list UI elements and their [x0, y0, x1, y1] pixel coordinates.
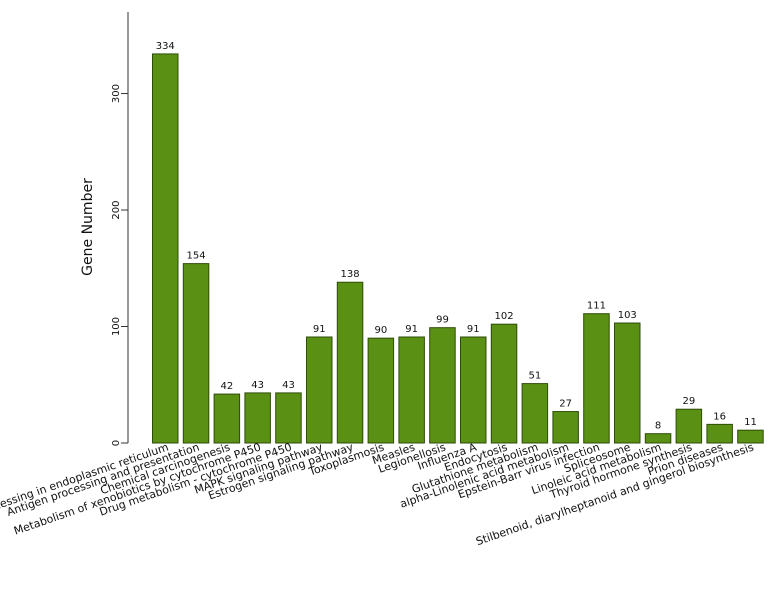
bar-value-label: 11 [744, 417, 757, 428]
bar-value-label: 154 [187, 251, 206, 262]
bar [213, 393, 241, 444]
bar [521, 383, 549, 444]
bar-value-label: 8 [655, 421, 661, 432]
bar-value-label: 111 [587, 301, 606, 312]
bar-value-label: 99 [436, 315, 449, 326]
y-tick-label: 100 [111, 317, 122, 336]
bar-value-label: 103 [618, 310, 637, 321]
bar [737, 429, 764, 444]
bar [460, 336, 487, 444]
bar-value-label: 91 [405, 324, 418, 335]
bar [367, 337, 395, 444]
bar [490, 323, 518, 444]
bar-value-label: 29 [682, 396, 695, 407]
bar-value-label: 91 [313, 324, 326, 335]
bar [244, 392, 271, 444]
bar [398, 336, 425, 444]
bar-value-label: 43 [251, 380, 264, 391]
bar [336, 281, 364, 444]
bar [644, 433, 672, 444]
bar [552, 411, 579, 444]
bar-value-label: 138 [341, 269, 360, 280]
y-tick-label: 0 [111, 440, 122, 446]
y-tick-label: 300 [111, 84, 122, 103]
bar-value-label: 334 [156, 41, 175, 52]
bar [275, 392, 302, 444]
bar [429, 327, 456, 444]
bar [583, 313, 610, 444]
bar-value-label: 51 [528, 371, 541, 382]
bar-value-label: 102 [495, 311, 514, 322]
data-labels-group: 334 154 42 43 43 91 138 90 91 99 91 102 51 27 111 103 8 2… [156, 41, 757, 432]
bar-value-label: 43 [282, 380, 295, 391]
bar-value-label: 90 [374, 325, 387, 336]
bar [182, 263, 210, 444]
bar [706, 423, 733, 444]
bar-value-label: 91 [467, 324, 480, 335]
x-tick-labels-group: Protein processing in endoplasmic reticu… [0, 440, 756, 548]
bar-value-label: 42 [220, 381, 233, 392]
bar-value-label: 27 [559, 399, 572, 410]
bars-group [152, 53, 764, 444]
bar [306, 336, 333, 444]
y-axis-label: Gene Number [80, 178, 96, 276]
y-axis: 0 100 200 300 [111, 12, 129, 446]
bar [152, 53, 179, 444]
bar-value-label: 16 [713, 411, 726, 422]
y-tick-label: 200 [111, 200, 122, 219]
bar [614, 322, 641, 444]
bar [675, 408, 703, 444]
